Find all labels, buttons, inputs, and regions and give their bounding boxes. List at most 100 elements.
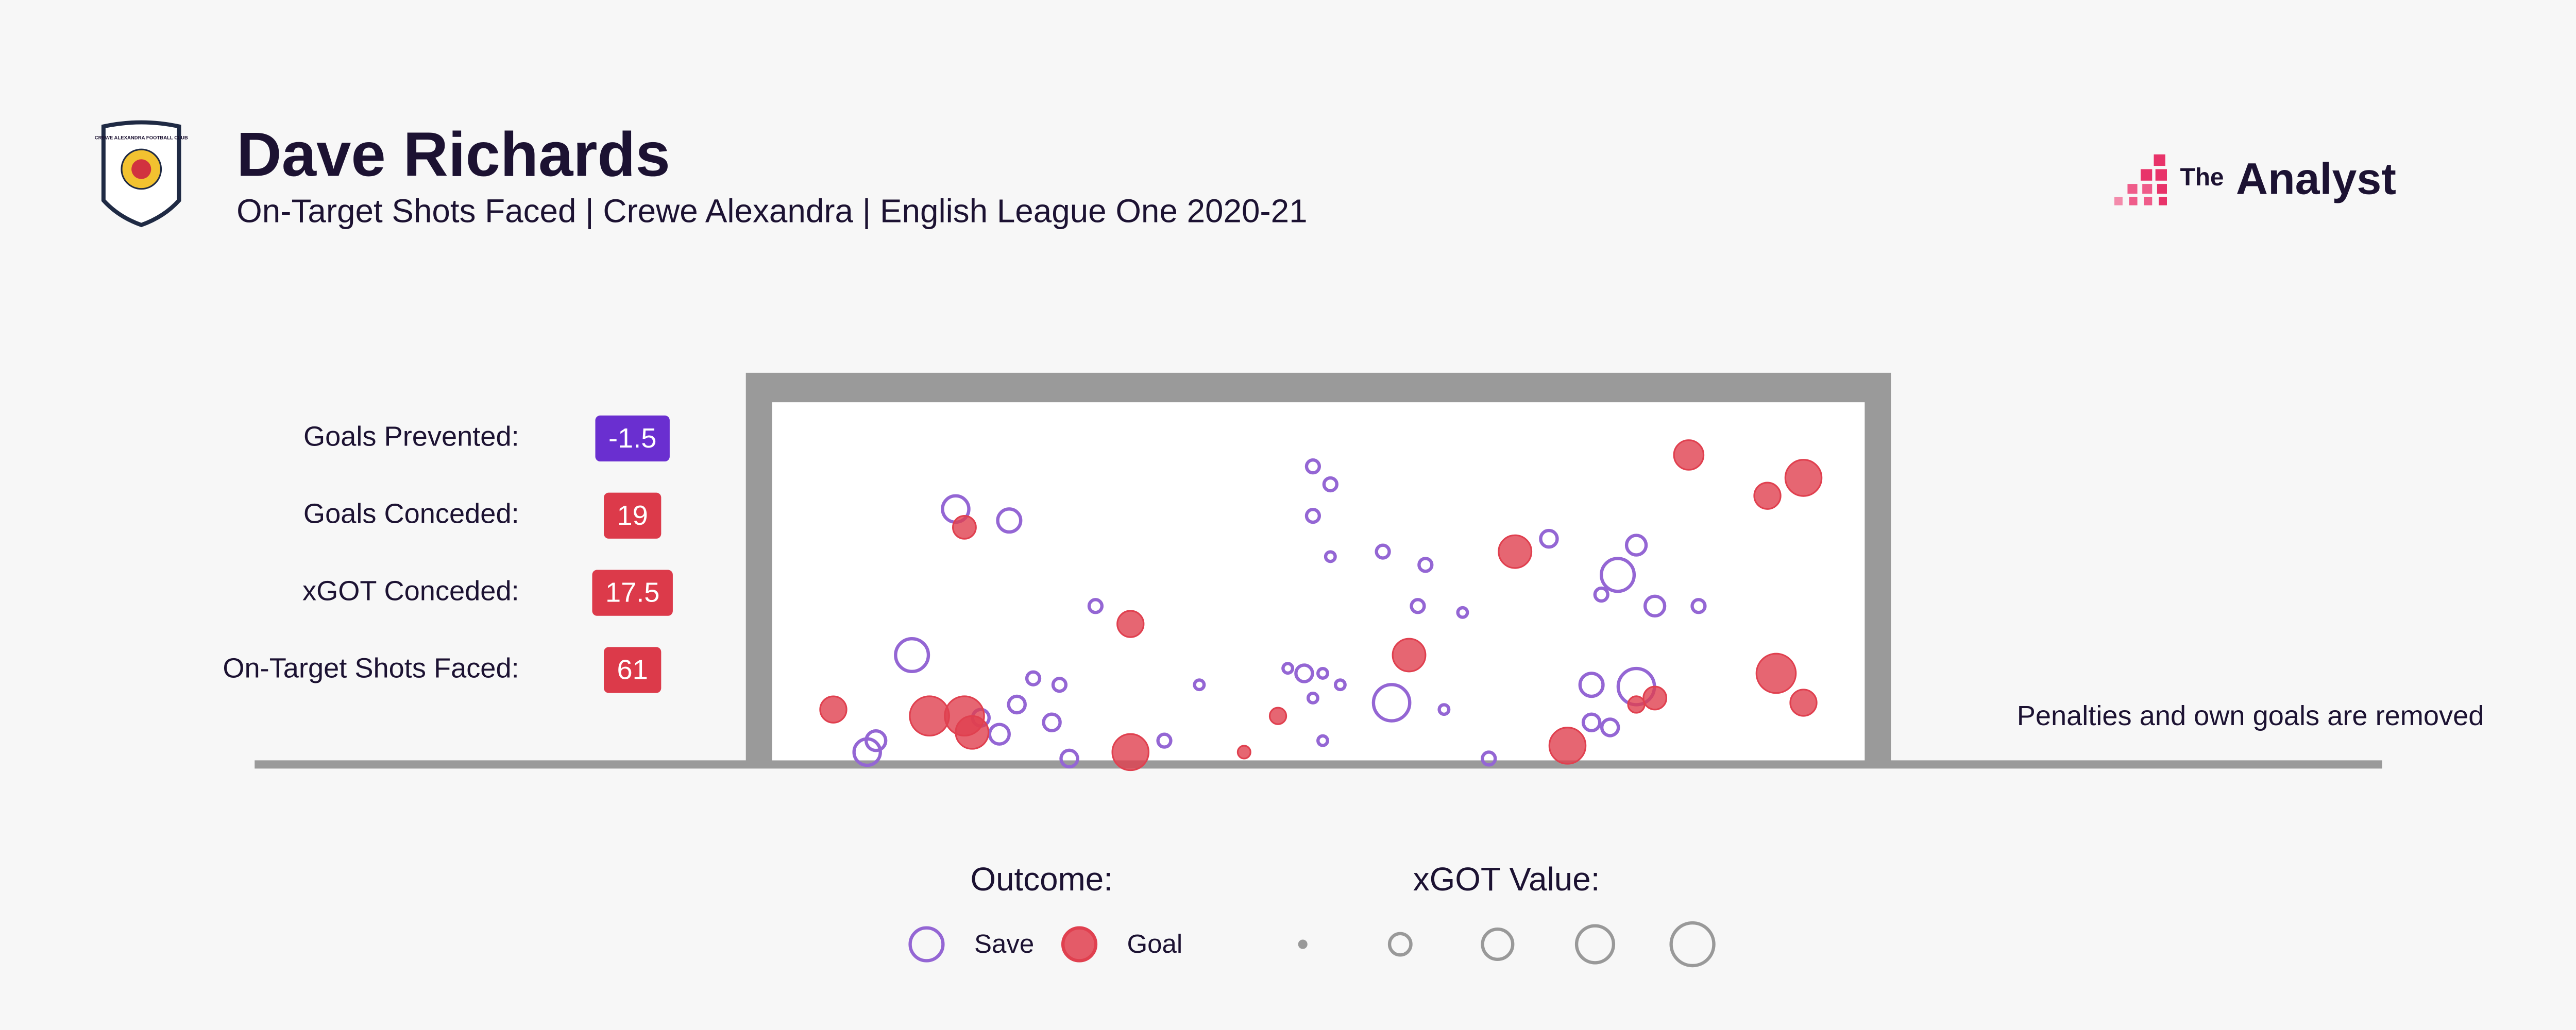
goal-shot: [909, 695, 950, 737]
stat-box: [604, 492, 662, 539]
logo-square: [2127, 184, 2138, 194]
stat-label: Goals Conceded:: [303, 499, 519, 529]
brand-logo: The Analyst: [2114, 154, 2396, 205]
save-shot: [1042, 712, 1062, 732]
chart-subtitle: On-Target Shots Faced | Crewe Alexandra …: [236, 192, 1307, 229]
save-shot: [1581, 712, 1602, 732]
logo-square: [2142, 184, 2153, 194]
save-shot: [1593, 586, 1609, 603]
save-shot: [1578, 672, 1605, 698]
goal-shot: [1753, 482, 1782, 510]
stat-label: xGOT Conceded:: [302, 575, 519, 606]
legend-label: Goal: [1127, 929, 1183, 958]
save-shot: [1600, 717, 1620, 737]
save-shot: [1316, 734, 1329, 747]
legend-title: Outcome:: [970, 861, 1112, 898]
goal-shot: [1111, 733, 1150, 771]
logo-square: [2129, 197, 2138, 205]
legend-title: xGOT Value:: [1413, 861, 1600, 898]
legend-swatch: [908, 926, 945, 963]
save-shot: [1316, 667, 1329, 680]
legend-swatch: [1061, 926, 1098, 963]
save-shot: [1375, 543, 1391, 560]
save-shot: [1437, 703, 1451, 716]
goal-shot: [952, 514, 977, 540]
logo-square: [2159, 197, 2167, 205]
size-legend-swatch: [1574, 924, 1616, 965]
size-legend-swatch: [1669, 921, 1716, 968]
save-shot: [996, 507, 1023, 534]
save-shot: [1599, 557, 1636, 593]
save-shot: [852, 737, 882, 767]
legend-label: Save: [974, 929, 1034, 958]
save-shot: [1193, 678, 1206, 692]
save-shot: [1333, 678, 1347, 692]
save-shot: [988, 723, 1011, 746]
save-shot: [1294, 663, 1314, 683]
goal-shot: [1789, 689, 1818, 717]
logo-square: [2114, 197, 2123, 205]
save-shot: [1417, 557, 1434, 573]
save-shot: [1539, 528, 1559, 549]
save-shot: [1624, 534, 1648, 557]
goal-shot: [1548, 727, 1587, 765]
brand-prefix: The: [2180, 164, 2224, 191]
brand-name: Analyst: [2236, 154, 2396, 204]
save-shot: [1306, 691, 1319, 705]
save-shot: [1156, 732, 1173, 749]
stat-value: 17.5: [605, 577, 659, 608]
goal-shot: [1627, 695, 1646, 714]
save-shot: [1025, 670, 1042, 686]
logo-square: [2155, 169, 2167, 181]
save-shot: [1304, 507, 1321, 524]
stat-label: Goals Prevented:: [303, 421, 519, 452]
save-shot: [1481, 750, 1497, 767]
save-shot: [1007, 694, 1027, 715]
goal-shot: [1236, 745, 1251, 760]
size-legend-swatch: [1387, 932, 1413, 957]
stat-value: 61: [617, 655, 648, 685]
stat-label: On-Target Shots Faced:: [223, 653, 519, 683]
logo-square: [2157, 184, 2167, 194]
logo-square: [2144, 197, 2153, 205]
goal-shot: [955, 715, 990, 750]
goal-shot: [1642, 685, 1668, 711]
stat-box: [604, 647, 662, 693]
note: Penalties and own goals are removed: [2017, 700, 2484, 731]
stat-value: 19: [617, 500, 648, 531]
stat-value: -1.5: [608, 423, 656, 454]
save-shot: [1643, 594, 1667, 617]
save-shot: [1059, 748, 1079, 769]
size-legend-swatch: [1298, 939, 1308, 949]
save-shot: [864, 729, 888, 752]
goal-shot: [1268, 707, 1287, 725]
goal-shot: [1392, 638, 1427, 673]
goal-shot: [819, 695, 848, 724]
goal-shot: [1673, 439, 1705, 471]
crest-lion: [131, 159, 151, 179]
goal-shot: [1498, 534, 1533, 569]
club-crest: CREWE ALEXANDRA FOOTBALL CLUB: [95, 120, 188, 228]
goal-shot: [1755, 653, 1797, 694]
save-shot: [1690, 598, 1707, 614]
save-shot: [1087, 598, 1104, 614]
size-legend-swatch: [1481, 928, 1515, 962]
stat-box: [595, 415, 670, 462]
save-shot: [1051, 677, 1068, 693]
crest-text: CREWE ALEXANDRA FOOTBALL CLUB: [95, 135, 188, 141]
save-shot: [1410, 598, 1426, 614]
save-shot: [1322, 476, 1338, 493]
stat-box: [592, 570, 673, 616]
goal-shot: [1784, 459, 1823, 497]
logo-square: [2154, 154, 2165, 166]
logo-square: [2140, 169, 2153, 181]
goal-shot: [1116, 610, 1145, 638]
save-shot: [894, 637, 930, 674]
save-shot: [1324, 550, 1337, 563]
save-shot: [1456, 606, 1469, 619]
save-shot: [1304, 458, 1321, 475]
chart-title: Dave Richards: [236, 119, 670, 189]
save-shot: [1371, 683, 1412, 723]
